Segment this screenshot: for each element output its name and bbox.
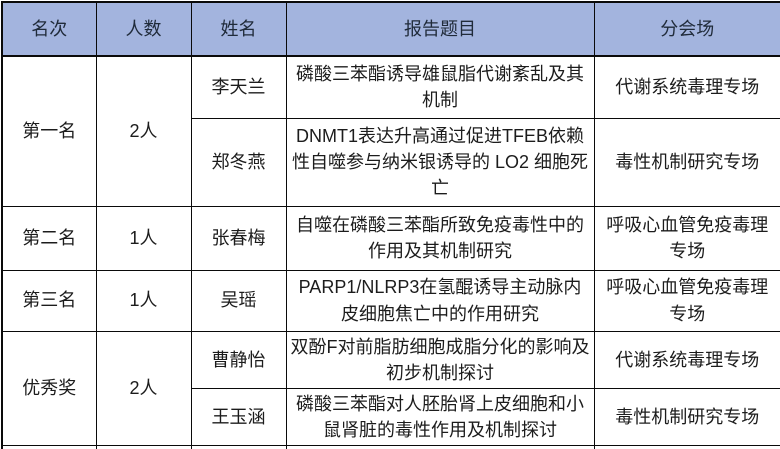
count-cell: 2人	[95, 55, 192, 207]
table-row: 第一名 2人 李天兰 磷酸三苯酯诱导雄鼠脂代谢紊乱及其机制 代谢系统毒理专场	[1, 55, 780, 207]
table-row: 王玉涵 磷酸三苯酯对人胚胎肾上皮细胞和小鼠肾脏的毒性作用及机制探讨 毒性机制研究…	[2, 387, 780, 446]
name-cell: 郑冬燕	[190, 117, 287, 207]
header-rank: 名次	[1, 1, 97, 57]
empty-cell	[190, 444, 287, 449]
rank-cell: 第二名	[1, 205, 97, 271]
venue-cell: 毒性机制研究专场	[593, 117, 780, 207]
table-row: 第三名 1人 吴瑶 PARP1/NLRP3在氢醌诱导主动脉内皮细胞焦亡中的作用研…	[1, 269, 780, 332]
header-count: 人数	[95, 1, 192, 57]
count-cell: 1人	[95, 269, 192, 332]
name-cell: 王玉涵	[190, 387, 287, 446]
rank-cell: 第三名	[1, 269, 97, 332]
venue-cell: 代谢系统毒理专场	[593, 330, 780, 389]
venue-cell: 代谢系统毒理专场	[593, 55, 780, 119]
count-cell: 2人	[95, 330, 192, 446]
empty-cell	[95, 444, 192, 449]
empty-cell	[593, 444, 780, 449]
title-cell: 自噬在磷酸三苯酯所致免疫毒性中的作用及其机制研究	[285, 205, 595, 271]
empty-cell	[1, 444, 97, 449]
venue-cell: 呼吸心血管免疫毒理专场	[593, 205, 780, 271]
header-title: 报告题目	[285, 1, 595, 57]
title-cell: 磷酸三苯酯对人胚胎肾上皮细胞和小鼠肾脏的毒性作用及机制探讨	[285, 387, 595, 446]
title-cell: DNMT1表达升高通过促进TFEB依赖性自噬参与纳米银诱导的 LO2 细胞死亡	[285, 117, 595, 207]
name-cell: 张春梅	[190, 205, 287, 271]
title-cell: 磷酸三苯酯诱导雄鼠脂代谢紊乱及其机制	[285, 55, 595, 119]
empty-cell	[285, 444, 595, 449]
count-cell: 1人	[95, 205, 192, 271]
venue-cell: 呼吸心血管免疫毒理专场	[593, 269, 780, 332]
title-cell: 双酚F对前脂肪细胞成脂分化的影响及初步机制探讨	[285, 330, 595, 389]
table-row: 第二名 1人 张春梅 自噬在磷酸三苯酯所致免疫毒性中的作用及其机制研究 呼吸心血…	[1, 205, 780, 271]
table-row: 郑冬燕 DNMT1表达升高通过促进TFEB依赖性自噬参与纳米银诱导的 LO2 细…	[2, 117, 780, 207]
header-venue: 分会场	[593, 1, 780, 57]
table-row-clipped	[1, 444, 780, 449]
table-row: 优秀奖 2人 曹静怡 双酚F对前脂肪细胞成脂分化的影响及初步机制探讨 代谢系统毒…	[1, 330, 780, 446]
venue-cell: 毒性机制研究专场	[593, 387, 780, 446]
rank-cell: 第一名	[1, 55, 97, 207]
name-cell: 曹静怡	[190, 330, 287, 389]
table-header-row: 名次 人数 姓名 报告题目 分会场	[1, 1, 780, 57]
name-cell: 吴瑶	[190, 269, 287, 332]
title-cell: PARP1/NLRP3在氢醌诱导主动脉内皮细胞焦亡中的作用研究	[285, 269, 595, 332]
header-name: 姓名	[190, 1, 287, 57]
rank-cell: 优秀奖	[1, 330, 97, 446]
name-cell: 李天兰	[190, 55, 287, 119]
